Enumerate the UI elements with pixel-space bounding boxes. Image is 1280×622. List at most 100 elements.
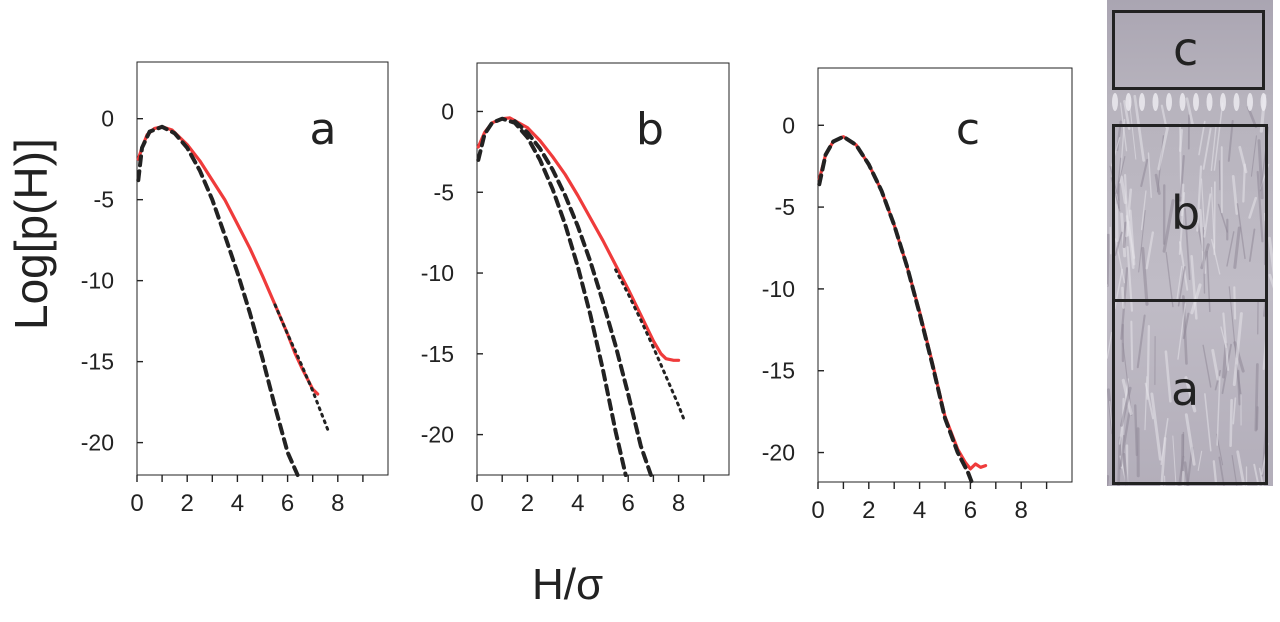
wave-streak xyxy=(1221,343,1232,395)
wave-crest xyxy=(1220,93,1226,111)
wave-streak xyxy=(1146,325,1151,400)
wave-streak xyxy=(1211,348,1220,381)
y-tick-label: -10 xyxy=(81,268,114,294)
wave-streak xyxy=(1216,375,1221,446)
wave-streak xyxy=(1144,376,1148,431)
y-tick-label: -5 xyxy=(775,194,795,220)
x-tick-label: 2 xyxy=(862,497,875,524)
x-tick-label: 0 xyxy=(811,497,824,524)
wave-streak xyxy=(1179,154,1185,202)
wave-streak xyxy=(1138,209,1146,273)
wave-streak xyxy=(1217,203,1229,233)
wave-streak xyxy=(1123,174,1130,237)
wave-streak xyxy=(1184,413,1196,466)
wave-streak xyxy=(1218,456,1225,486)
chart-panel-b: 0 2 4 6 8 0 -5 -10 -15 -20 b xyxy=(421,62,730,517)
y-tick-label: -5 xyxy=(94,187,114,213)
wave-streak xyxy=(1133,94,1145,162)
wave-streak xyxy=(1202,127,1212,170)
wave-streak xyxy=(1107,331,1113,359)
x-tick-label: 8 xyxy=(672,490,685,517)
y-axis-title: Log[p(H)] xyxy=(5,138,57,330)
wave-streak xyxy=(1258,467,1264,486)
wave-streak xyxy=(1147,152,1152,198)
series-model-fit xyxy=(273,303,330,432)
wave-streak xyxy=(1117,436,1122,486)
wave-streak xyxy=(1160,436,1167,486)
panel-label: c xyxy=(956,104,980,155)
inset-label-c: c xyxy=(1173,22,1199,76)
wave-streak xyxy=(1122,221,1128,248)
panel-label: a xyxy=(310,104,337,155)
wave-crest xyxy=(1206,93,1213,111)
wave-streak xyxy=(1232,312,1243,387)
wave-streak xyxy=(1154,173,1161,195)
inset-box-c xyxy=(1112,10,1265,90)
wave-streak xyxy=(1160,104,1168,129)
chart-panel-a: 0 2 4 6 8 0 -5 -10 -15 -20 a xyxy=(81,61,389,517)
surface-elevation-inset: c b a xyxy=(1107,0,1273,486)
wave-streak xyxy=(1128,99,1137,160)
y-tick-label: -20 xyxy=(81,430,114,456)
series-measured xyxy=(136,125,320,396)
wave-streak xyxy=(1140,158,1149,188)
series-model-fit xyxy=(614,268,686,420)
wave-streak xyxy=(1184,376,1197,413)
y-tick-label: -10 xyxy=(421,260,454,286)
y-tick-label: 0 xyxy=(101,106,114,132)
wave-streak xyxy=(1180,183,1185,217)
x-tick-label: 4 xyxy=(913,497,926,524)
y-tick-label: 0 xyxy=(782,112,795,138)
wave-streak xyxy=(1160,417,1169,466)
x-tick-label: 2 xyxy=(181,490,194,517)
series-gaussian-narrow xyxy=(476,116,628,477)
wave-streak xyxy=(1213,102,1224,171)
inset-label-a: a xyxy=(1171,362,1200,416)
wave-streak xyxy=(1114,193,1119,242)
x-tick-label: 4 xyxy=(231,490,244,517)
wave-streak xyxy=(1248,196,1258,219)
wave-streak xyxy=(1255,406,1259,431)
x-tick-label: 8 xyxy=(331,490,344,517)
wave-streak xyxy=(1227,120,1234,162)
y-tick-label: -20 xyxy=(421,422,454,448)
wave-streak xyxy=(1128,209,1136,266)
wave-streak xyxy=(1119,119,1126,184)
wave-streak xyxy=(1177,303,1186,360)
wave-streak xyxy=(1196,165,1203,232)
wave-streak xyxy=(1178,241,1189,291)
wave-streak xyxy=(1256,170,1264,243)
wave-crest xyxy=(1152,93,1159,111)
x-tick-label: 2 xyxy=(521,490,534,517)
wave-streak xyxy=(1236,450,1246,486)
wave-streak xyxy=(1200,178,1206,230)
wave-streak xyxy=(1185,97,1195,128)
wave-streak xyxy=(1130,320,1134,371)
wave-streak xyxy=(1165,251,1174,308)
wave-streak xyxy=(1107,475,1110,486)
series-gaussian xyxy=(136,124,300,477)
inset-box-a xyxy=(1112,299,1268,485)
wave-streak xyxy=(1184,208,1191,281)
wave-crest xyxy=(1179,93,1186,111)
wave-streak xyxy=(1236,203,1246,260)
wave-streak xyxy=(1213,181,1216,256)
series-gaussian-wide xyxy=(512,119,653,477)
wave-streak xyxy=(1233,341,1245,373)
inset-label-b: b xyxy=(1171,186,1201,240)
y-tick-label: -15 xyxy=(81,349,114,375)
x-tick-label: 4 xyxy=(571,490,584,517)
wave-streak xyxy=(1231,175,1239,215)
x-tick-label: 6 xyxy=(622,490,635,517)
wave-streak xyxy=(1182,295,1188,365)
wave-streak xyxy=(1212,460,1218,486)
wave-streak xyxy=(1114,231,1123,256)
wave-streak xyxy=(1145,231,1155,270)
wave-streak xyxy=(1136,314,1146,369)
wave-streak xyxy=(1140,190,1147,231)
wave-streak xyxy=(1232,397,1237,425)
wave-crest xyxy=(1260,93,1267,111)
y-tick-label: -5 xyxy=(434,179,454,205)
wave-streak xyxy=(1162,199,1175,253)
